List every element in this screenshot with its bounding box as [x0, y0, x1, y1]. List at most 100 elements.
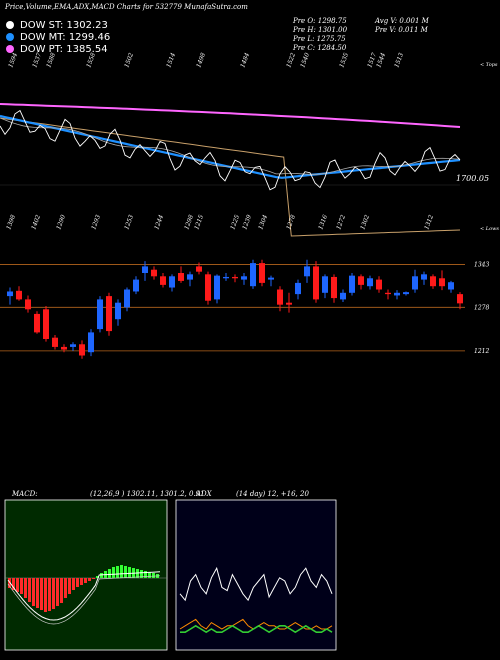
lows-tick-label: 1225	[229, 214, 241, 231]
candle-body	[115, 302, 121, 320]
candle-body	[286, 302, 292, 305]
pre-close: Pre C: 1284.50	[293, 44, 347, 52]
candle-body	[223, 276, 229, 279]
lows-tick-label: 1272	[335, 214, 347, 231]
mt-ema-line	[0, 114, 461, 179]
adx-series-line	[179, 566, 333, 602]
candle-body	[439, 278, 445, 287]
tops-label: < Tops	[480, 62, 498, 68]
macd-histogram-bar	[20, 578, 23, 594]
macd-histogram-bar	[44, 578, 47, 612]
level-label: 1212	[474, 348, 489, 355]
lows-tick-label: 1215	[193, 214, 205, 231]
lows-tick-label: 1304	[257, 214, 269, 231]
macd-histogram-bar	[144, 571, 147, 578]
macd-histogram-bar	[12, 578, 15, 590]
lows-tick-label: 1398	[5, 214, 17, 231]
lows-tick-label: 1278	[285, 214, 297, 231]
price-line	[0, 109, 461, 191]
candle-body	[7, 291, 13, 297]
dow-pt-legend: DOW PT: 1385.54	[6, 43, 108, 55]
adx-panel-frame	[175, 499, 337, 651]
candle-body	[367, 278, 373, 287]
candle-body	[403, 292, 409, 295]
macd-histogram-bar	[16, 578, 19, 592]
candle-body	[259, 263, 265, 283]
dow-st-swatch	[6, 21, 14, 29]
candle-body	[187, 274, 193, 280]
candle-body	[232, 276, 238, 279]
candle-body	[178, 273, 184, 281]
dow-mt-label: DOW MT: 1299.46	[20, 31, 111, 43]
avg-volume: Avg V: 0.001 M	[375, 17, 429, 25]
macd-histogram-bar	[72, 578, 75, 590]
lows-label: < Lows	[480, 226, 499, 232]
candle-body	[70, 344, 76, 347]
candle-body	[358, 276, 364, 285]
tops-tick-label: 1522	[285, 52, 297, 69]
pre-open: Pre O: 1298.75	[293, 17, 347, 25]
st-ema-line	[0, 117, 461, 175]
candle-body	[106, 296, 112, 332]
macd-histogram-bar	[52, 578, 55, 609]
candle-body	[97, 299, 103, 330]
macd-histogram-bar	[28, 578, 31, 602]
candle-body	[169, 276, 175, 288]
candle-body	[25, 299, 31, 310]
candle-body	[457, 294, 463, 304]
adx-series-line	[180, 624, 333, 634]
macd-histogram-bar	[84, 578, 87, 583]
candle-body	[52, 337, 58, 347]
pre-high: Pre H: 1301.00	[293, 26, 348, 34]
macd-histogram-bar	[92, 578, 95, 579]
macd-title: MACD:	[12, 490, 38, 498]
candle-body	[268, 277, 274, 280]
macd-histogram-bar	[64, 578, 67, 598]
tops-tick-label: 1558	[85, 52, 97, 69]
macd-histogram-bar	[128, 567, 131, 578]
candle-body	[295, 282, 301, 295]
adx-title: ADX	[196, 490, 212, 498]
macd-histogram-bar	[24, 578, 27, 598]
candle-body	[61, 346, 67, 350]
candle-body	[196, 266, 202, 272]
macd-histogram-bar	[76, 578, 79, 587]
lows-tick-label: 1290	[55, 214, 67, 231]
candle-body	[88, 332, 94, 353]
macd-histogram-bar	[68, 578, 71, 594]
candle-body	[331, 276, 337, 299]
candle-body	[340, 292, 346, 300]
candle-body	[16, 290, 22, 300]
tops-tick-label: 1502	[123, 52, 135, 69]
tops-tick-label: 1588	[45, 52, 57, 69]
macd-histogram-bar	[32, 578, 35, 606]
lows-tick-label: 1312	[423, 214, 435, 231]
macd-histogram-bar	[120, 565, 123, 578]
macd-histogram-bar	[48, 578, 51, 611]
candle-body	[430, 276, 436, 287]
candle-body	[43, 309, 49, 339]
candle-body	[322, 276, 328, 293]
lows-tick-label: 1244	[153, 214, 165, 231]
page-title: Price,Volume,EMA,ADX,MACD Charts for 532…	[5, 3, 248, 11]
candle-body	[124, 289, 130, 308]
macd-histogram-bar	[80, 578, 83, 585]
macd-histogram-bar	[100, 573, 103, 578]
candle-body	[214, 275, 220, 300]
candle-body	[34, 313, 40, 333]
dow-st-label: DOW ST: 1302.23	[20, 19, 108, 31]
dow-pt-swatch	[6, 45, 14, 53]
macd-histogram-bar	[140, 570, 143, 578]
macd-histogram-bar	[36, 578, 39, 608]
tops-tick-label: 1540	[299, 52, 311, 69]
candle-body	[160, 276, 166, 285]
macd-histogram-bar	[8, 578, 11, 588]
dow-mt-legend: DOW MT: 1299.46	[6, 31, 110, 43]
signal-line	[7, 575, 161, 625]
macd-histogram-bar	[60, 578, 63, 603]
macd-histogram-bar	[116, 566, 119, 578]
level-label: 1343	[474, 261, 489, 268]
candle-body	[205, 274, 211, 301]
candle-body	[448, 282, 454, 290]
